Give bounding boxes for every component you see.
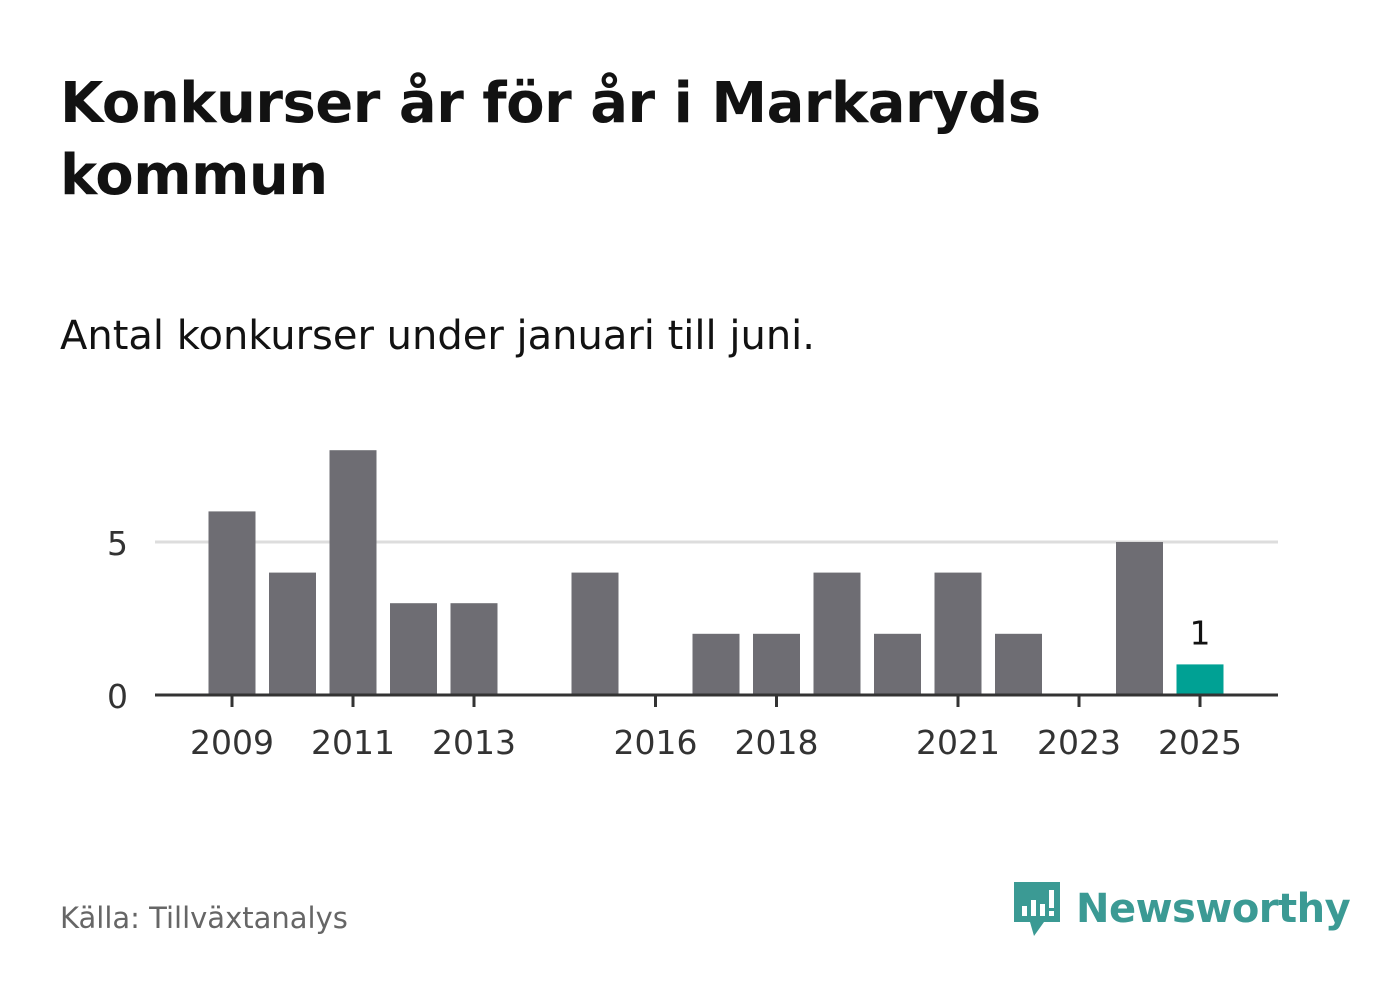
bar-2020 [874, 633, 921, 695]
bar-2024 [1116, 542, 1163, 695]
data-label-2025: 1 [1190, 613, 1211, 652]
bar-2025 [1176, 664, 1224, 695]
brand-name: Newsworthy [1076, 886, 1351, 932]
bar-2015 [571, 572, 619, 695]
bar-2012 [390, 603, 437, 695]
y-tick-label-5: 5 [107, 524, 128, 563]
x-tick-label-2023: 2023 [1037, 723, 1121, 762]
x-tick-label-2025: 2025 [1158, 723, 1242, 762]
x-tick-label-2016: 2016 [614, 723, 698, 762]
newsworthy-logo-icon [1014, 882, 1060, 936]
x-tick-label-2018: 2018 [735, 723, 819, 762]
source-note: Källa: Tillväxtanalys [60, 901, 348, 935]
bar-2011 [329, 450, 377, 695]
chart-title: Konkurser år för år i Markaryds kommun [60, 71, 1041, 208]
brand-logo[interactable]: Newsworthy [1010, 878, 1351, 940]
x-tick-label-2013: 2013 [432, 723, 516, 762]
chart-subtitle: Antal konkurser under januari till juni. [60, 313, 815, 359]
bar-2019 [813, 572, 861, 695]
bar-2021 [934, 572, 982, 695]
bar-2022 [995, 633, 1042, 695]
bar-2010 [269, 572, 316, 695]
bar-2009 [208, 511, 256, 695]
bar-2017 [692, 633, 740, 695]
x-tick-label-2011: 2011 [311, 723, 395, 762]
bar-chart: 2009 2011 2013 2016 2018 2021 2023 2025 0 5 1 [107, 450, 1278, 762]
bar-2018 [753, 633, 800, 695]
x-tick-label-2009: 2009 [190, 723, 274, 762]
bar-2013 [450, 603, 498, 695]
x-tick-label-2021: 2021 [916, 723, 1000, 762]
y-tick-label-0: 0 [107, 677, 128, 716]
